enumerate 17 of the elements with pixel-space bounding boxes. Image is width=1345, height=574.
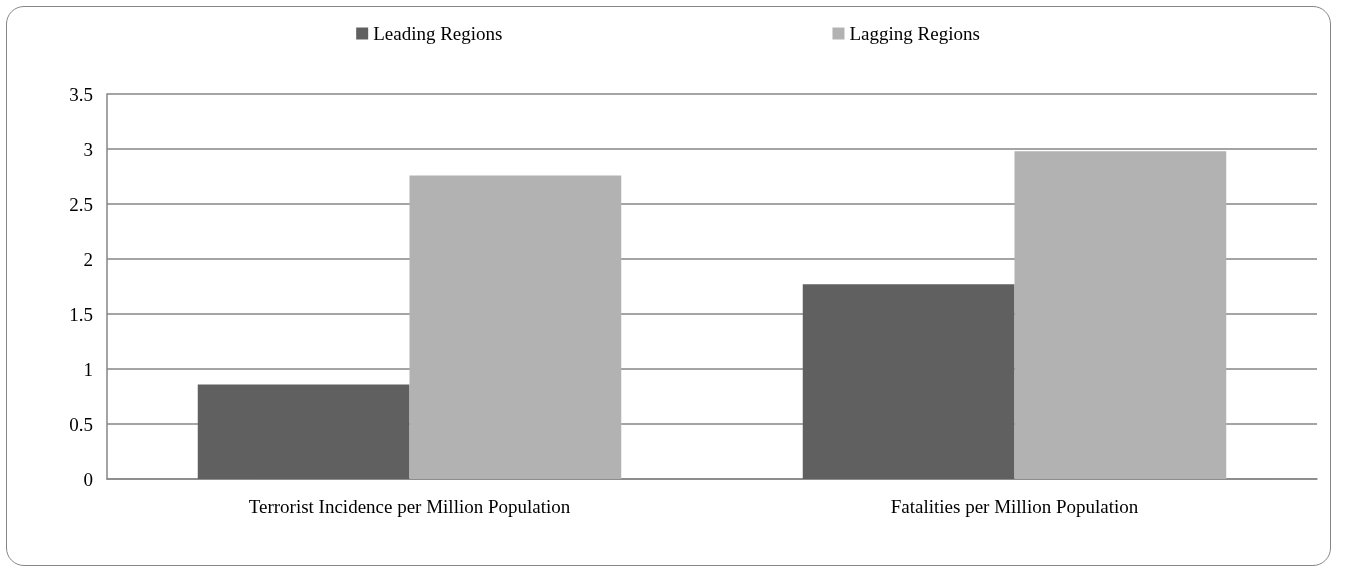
y-tick-label: 0.5 [69, 413, 93, 435]
legend-label: Leading Regions [373, 23, 503, 44]
bar [197, 384, 410, 479]
bar [802, 284, 1015, 479]
chart-frame: 0 0.5 1 1.5 2 2.5 3 3.5 Terrorist Incidence per Million Population Fatalities per Million Population Leading Regions Lagging Regions [6, 6, 1331, 566]
y-tick-label: 1.5 [69, 303, 93, 325]
y-tick-label: 2.5 [69, 193, 93, 215]
x-tick-label: Terrorist Incidence per Million Population [248, 496, 571, 517]
x-tick-label: Fatalities per Million Population [890, 496, 1139, 517]
y-tick-label: 1 [83, 358, 93, 380]
bar [1014, 151, 1227, 479]
legend-label: Lagging Regions [849, 23, 980, 44]
y-tick-label: 3.5 [69, 83, 93, 105]
y-tick-label: 0 [83, 468, 93, 490]
y-tick-label: 3 [83, 138, 93, 160]
y-tick-label: 2 [83, 248, 93, 270]
bar [409, 175, 622, 479]
